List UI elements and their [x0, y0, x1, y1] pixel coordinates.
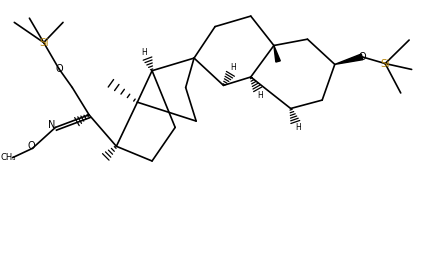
Text: N: N [48, 120, 56, 130]
Text: H: H [256, 91, 262, 100]
Text: H: H [229, 63, 235, 72]
Text: O: O [28, 141, 35, 151]
Polygon shape [334, 54, 362, 64]
Polygon shape [273, 46, 279, 62]
Text: H: H [295, 123, 300, 132]
Text: Si: Si [39, 38, 49, 48]
Text: CH₃: CH₃ [1, 153, 16, 162]
Text: O: O [357, 52, 365, 62]
Text: O: O [56, 64, 63, 74]
Text: Si: Si [380, 59, 389, 69]
Text: H: H [141, 48, 147, 57]
